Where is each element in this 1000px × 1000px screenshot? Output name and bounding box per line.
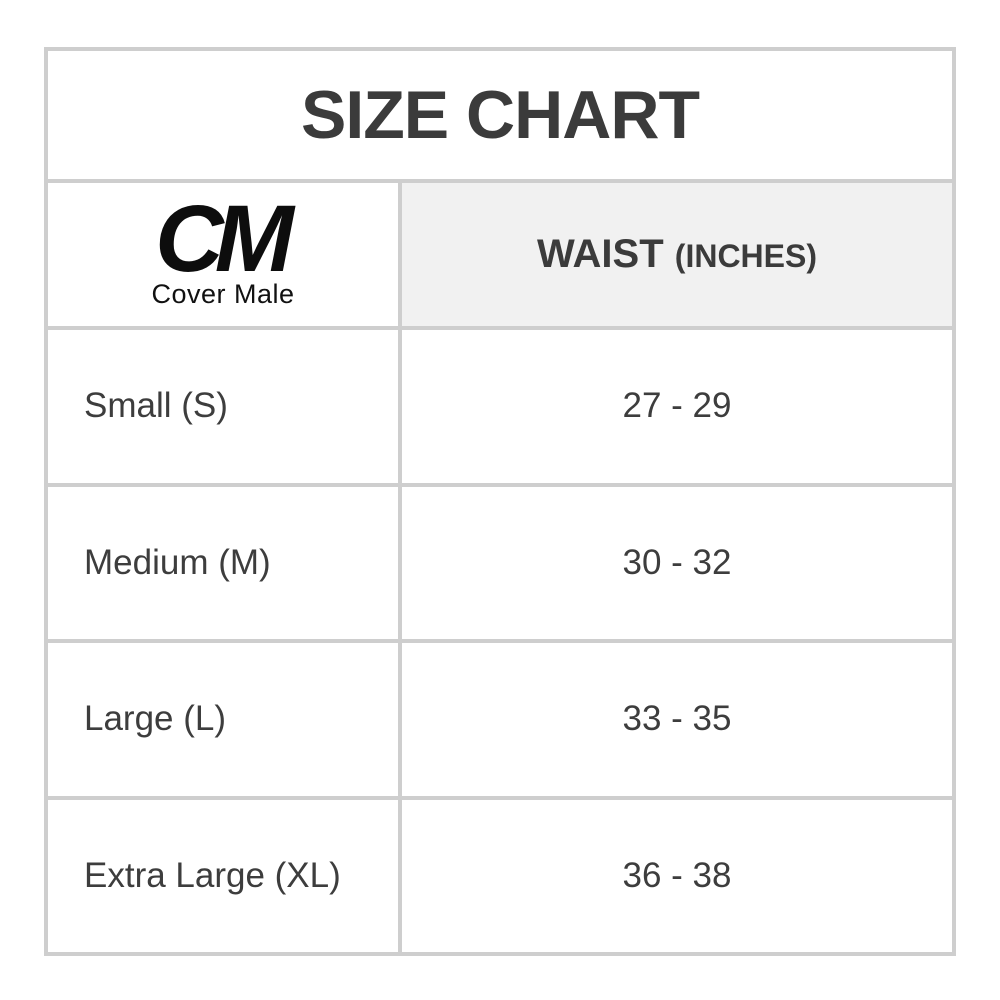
size-cell: Small (S) (48, 330, 402, 483)
page-title: SIZE CHART (301, 77, 700, 153)
logo-brand-name: Cover Male (151, 278, 295, 309)
waist-cell: 33 - 35 (402, 643, 952, 796)
waist-header-main: WAIST (537, 232, 675, 276)
cover-male-logo: CM Cover Male (151, 186, 295, 309)
size-label: Extra Large (XL) (84, 855, 341, 895)
waist-cell: 36 - 38 (402, 800, 952, 953)
waist-value: 30 - 32 (622, 542, 732, 582)
table-row-medium: Medium (M) 30 - 32 (48, 486, 952, 643)
size-label: Medium (M) (84, 542, 271, 582)
size-label: Small (S) (84, 386, 228, 426)
table-row-large: Large (L) 33 - 35 (48, 643, 952, 800)
size-label: Large (L) (84, 699, 227, 739)
waist-cell: 30 - 32 (402, 487, 952, 640)
size-chart-table: SIZE CHART CM Cover Male WAIST (INCHES) … (44, 47, 956, 956)
waist-header-unit: (INCHES) (674, 238, 817, 274)
table-row-small: Small (S) 27 - 29 (48, 330, 952, 487)
table-row-extra-large: Extra Large (XL) 36 - 38 (48, 799, 952, 953)
header-row: CM Cover Male WAIST (INCHES) (48, 183, 952, 330)
size-cell: Extra Large (XL) (48, 799, 402, 952)
size-cell: Large (L) (48, 643, 402, 796)
size-cell: Medium (M) (48, 486, 402, 639)
logo-monogram: CM (155, 186, 294, 293)
waist-cell: 27 - 29 (402, 330, 952, 483)
waist-value: 33 - 35 (622, 699, 732, 739)
waist-header-cell: WAIST (INCHES) (402, 183, 952, 326)
title-row: SIZE CHART (48, 51, 952, 183)
logo-cell: CM Cover Male (48, 183, 402, 326)
waist-value: 36 - 38 (622, 855, 732, 895)
waist-column-header: WAIST (INCHES) (537, 232, 817, 277)
waist-value: 27 - 29 (622, 386, 732, 426)
